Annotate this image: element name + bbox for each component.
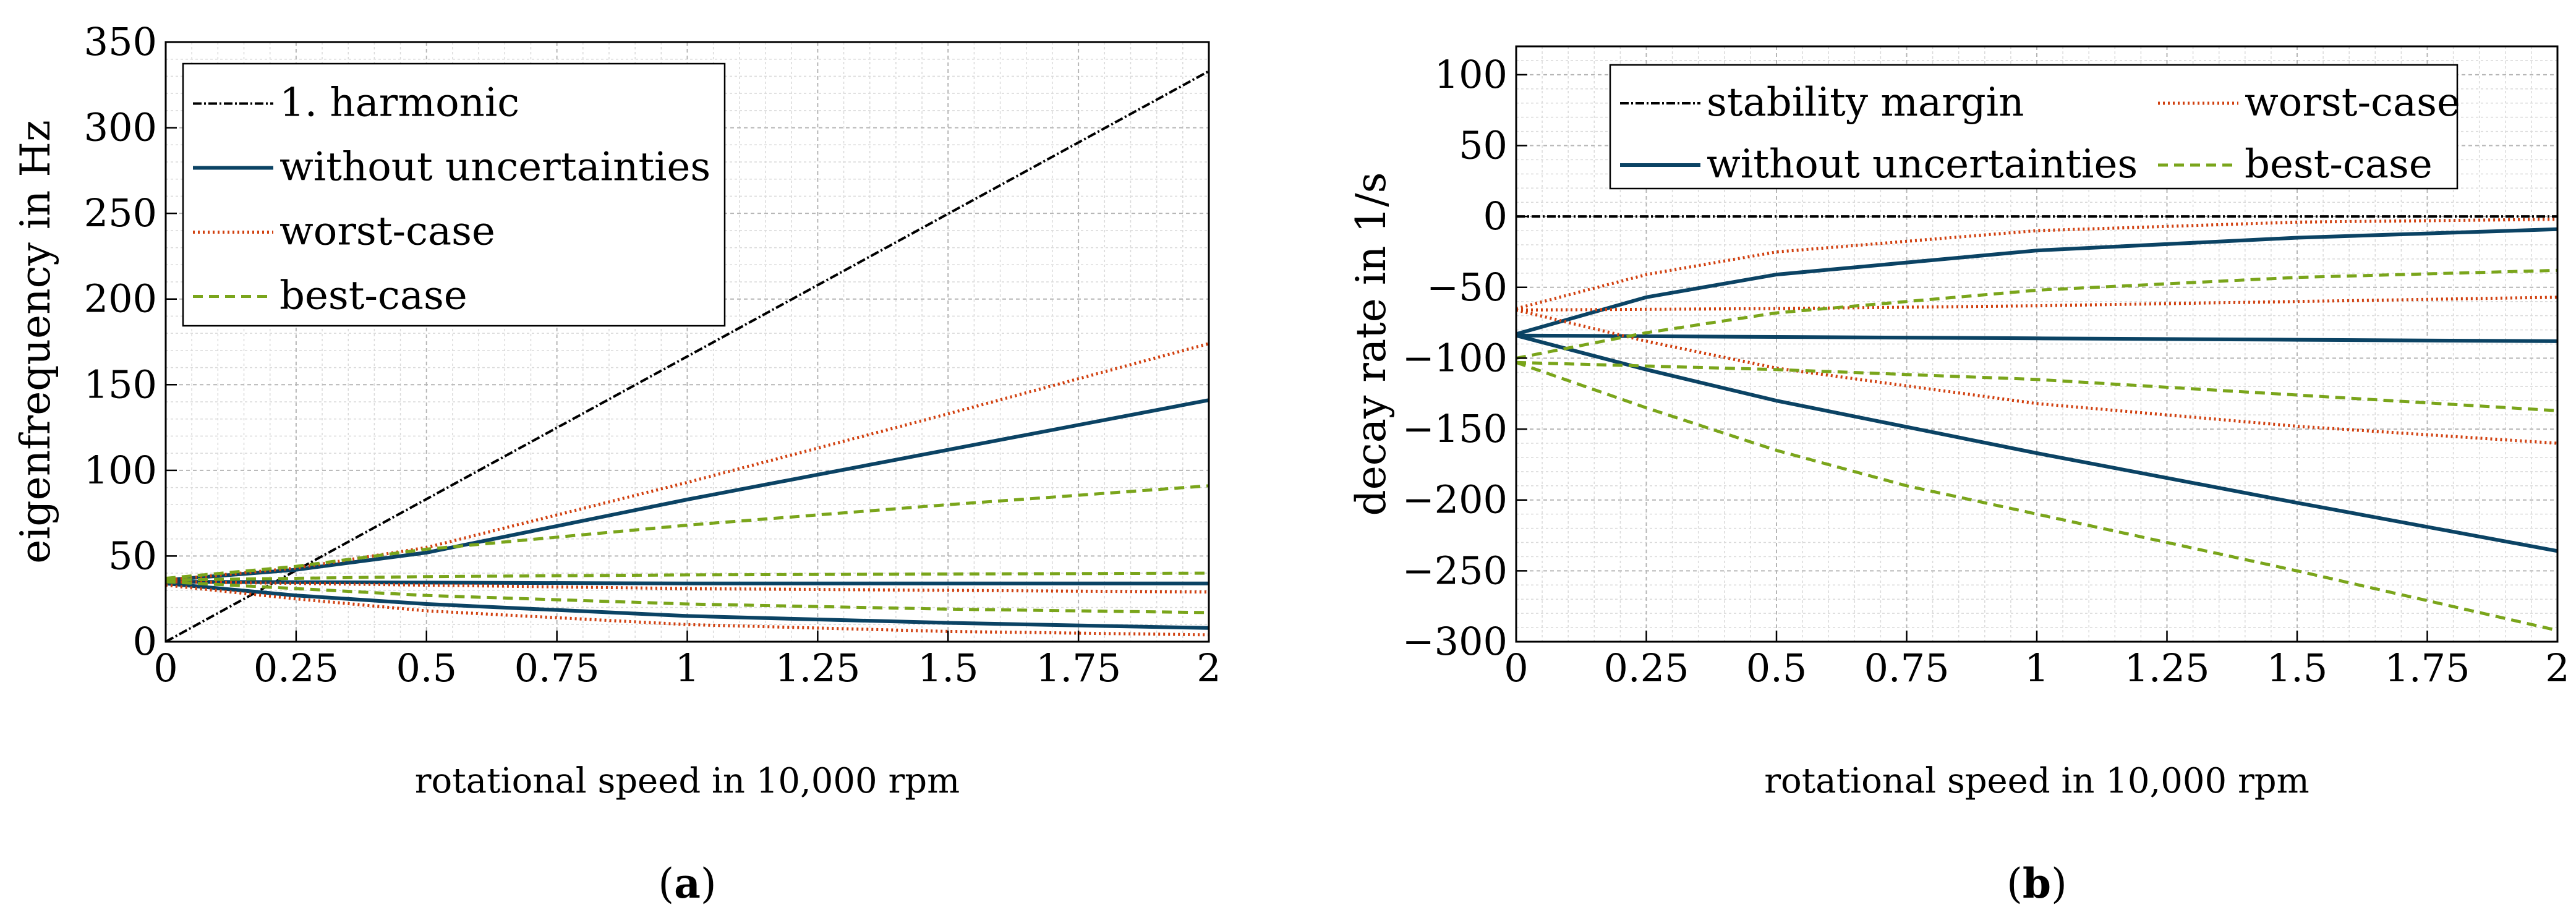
y-tick-label: 0 xyxy=(1483,194,1508,239)
y-tick-label: 300 xyxy=(84,105,157,150)
x-tick-label: 1.25 xyxy=(2124,645,2209,691)
x-tick-label: 1 xyxy=(2024,645,2049,691)
y-tick-label: 100 xyxy=(84,448,157,493)
series-line-best-8 xyxy=(1516,360,2558,412)
series-line-best-8 xyxy=(165,571,1209,582)
x-tick-label: 0.75 xyxy=(514,645,600,691)
legend-entry-harmonic: stability margin xyxy=(1707,80,2024,125)
series-line-harmonic-0 xyxy=(165,70,1209,643)
series-line-without-2 xyxy=(1516,333,2558,343)
legend-entry-worst: worst-case xyxy=(279,208,495,254)
legend-entry-without: without uncertainties xyxy=(279,144,710,190)
legend-box xyxy=(1609,64,2459,190)
series-line-worst-4 xyxy=(1516,218,2558,310)
series-line-best-7 xyxy=(1516,268,2558,360)
y-tick-label: 50 xyxy=(108,533,157,578)
x-tick-label: 1.5 xyxy=(918,645,979,691)
x-axis-label: rotational speed in 10,000 rpm xyxy=(1764,761,2309,801)
series-line-worst-5 xyxy=(165,580,1209,594)
y-axis-label: eigenfrequency in Hz xyxy=(12,120,59,564)
y-tick-label: 50 xyxy=(1459,123,1508,168)
x-tick-label: 2 xyxy=(1196,645,1221,691)
x-tick-label: 0.75 xyxy=(1864,645,1949,691)
panel-a-chart: 0 0.25 0.5 0.75 1 1.25 1.5 1.75 2 0 50 100 150 200 250… xyxy=(12,19,1221,908)
series-line-worst-5 xyxy=(1516,296,2558,312)
x-tick-label: 2 xyxy=(2545,645,2569,691)
legend-entry-best: best-case xyxy=(2245,142,2433,187)
series-line-best-9 xyxy=(1516,360,2558,632)
x-tick-label: 0.25 xyxy=(254,645,339,691)
x-axis-label: rotational speed in 10,000 rpm xyxy=(415,761,960,801)
x-tick-label: 0.5 xyxy=(396,645,457,691)
y-tick-label: 100 xyxy=(1435,52,1508,97)
x-tick-label: 0 xyxy=(153,645,177,691)
series-line-without-3 xyxy=(1516,333,2558,553)
x-tick-label: 1.5 xyxy=(2267,645,2328,691)
x-tick-label: 0.25 xyxy=(1603,645,1689,691)
y-tick-label: 350 xyxy=(84,19,157,64)
y-tick-label: 0 xyxy=(133,619,157,664)
panel-label: (b) xyxy=(2007,859,2067,908)
y-tick-label: −200 xyxy=(1402,477,1508,522)
y-tick-label: −100 xyxy=(1402,335,1508,380)
panel-label: (a) xyxy=(658,859,716,908)
x-tick-label: 1.75 xyxy=(1036,645,1121,691)
panel-b-chart: 0 0.25 0.5 0.75 1 1.25 1.5 1.75 2 −300 −250 −200 −15… xyxy=(1347,45,2570,908)
series-line-worst-4 xyxy=(165,342,1209,582)
y-tick-label: −250 xyxy=(1402,548,1508,593)
x-tick-label: 0.5 xyxy=(1746,645,1807,691)
x-tick-label: 0 xyxy=(1504,645,1528,691)
series-line-without-1 xyxy=(1516,227,2558,336)
series-line-without-2 xyxy=(165,580,1209,585)
legend-entry-without: without uncertainties xyxy=(1707,142,2138,187)
series-line-best-9 xyxy=(165,580,1209,615)
x-tick-label: 1.75 xyxy=(2384,645,2470,691)
x-tick-label: 1 xyxy=(675,645,699,691)
x-tick-label: 1.25 xyxy=(775,645,860,691)
y-tick-label: 250 xyxy=(84,190,157,236)
series-line-without-3 xyxy=(165,581,1209,630)
series-line-best-7 xyxy=(165,484,1209,580)
legend-box xyxy=(182,62,726,327)
y-tick-label: −150 xyxy=(1402,406,1508,451)
series-line-worst-6 xyxy=(165,584,1209,637)
y-tick-label: −300 xyxy=(1402,619,1508,664)
y-tick-label: 150 xyxy=(84,362,157,407)
y-tick-label: −50 xyxy=(1427,265,1508,310)
y-axis-label: decay rate in 1/s xyxy=(1347,172,1395,516)
legend-entry-harmonic: 1. harmonic xyxy=(279,80,519,125)
legend-entry-worst: worst-case xyxy=(2245,80,2460,125)
y-tick-label: 200 xyxy=(84,276,157,321)
legend-entry-best: best-case xyxy=(279,273,467,318)
